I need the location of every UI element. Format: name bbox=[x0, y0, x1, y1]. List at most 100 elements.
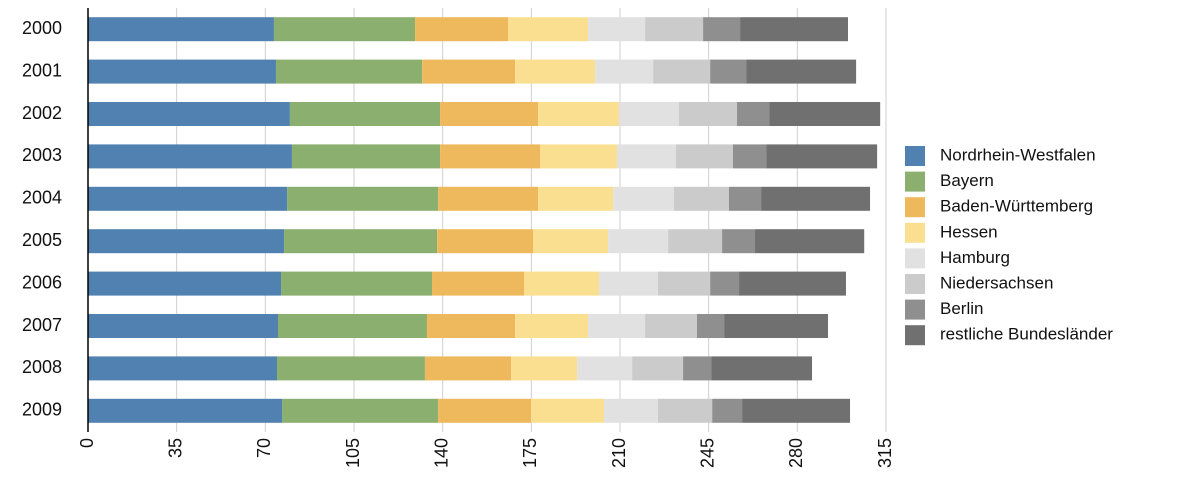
x-tick-label: 140 bbox=[431, 438, 451, 468]
legend: Nordrhein-Westfalen Bayern Baden-Württembe… bbox=[905, 145, 1113, 346]
legend-label: Bayern bbox=[940, 171, 994, 190]
bar-segment bbox=[658, 398, 713, 423]
bar-segment bbox=[437, 229, 534, 254]
legend-swatch bbox=[905, 197, 925, 218]
bar-segment bbox=[668, 229, 723, 254]
bar-segment bbox=[440, 102, 539, 126]
bar-segment bbox=[645, 17, 704, 42]
x-tick-label: 280 bbox=[786, 438, 806, 468]
y-tick-label: 2002 bbox=[22, 103, 62, 123]
bar-segment bbox=[740, 17, 848, 42]
bar-segment bbox=[523, 271, 599, 296]
bar-segment bbox=[284, 229, 438, 254]
y-tick-label: 2005 bbox=[22, 230, 62, 250]
bar-segment bbox=[675, 144, 733, 169]
bar-segment bbox=[722, 229, 756, 254]
bar-segment bbox=[515, 59, 596, 84]
legend-label: restliche Bundesländer bbox=[940, 325, 1113, 344]
bar-segment bbox=[595, 59, 654, 84]
bar-segment bbox=[281, 271, 433, 296]
x-tick-label: 245 bbox=[697, 438, 717, 468]
legend-swatch bbox=[905, 146, 925, 166]
bar-segment bbox=[711, 356, 813, 381]
bar-segment bbox=[755, 229, 865, 254]
bar-segment bbox=[273, 17, 416, 42]
bar-segment bbox=[683, 356, 712, 381]
y-tick-label: 2008 bbox=[22, 357, 62, 377]
bar-segment bbox=[703, 17, 741, 42]
bar-segment bbox=[422, 59, 516, 84]
bar-segment bbox=[88, 356, 277, 381]
bar-segment bbox=[710, 271, 740, 296]
legend-swatch bbox=[905, 299, 925, 320]
legend-label: Baden-Württemberg bbox=[940, 197, 1093, 216]
bar-segment bbox=[577, 356, 633, 381]
bar-segment bbox=[424, 356, 512, 381]
bar-segment bbox=[732, 144, 767, 169]
bar-segment bbox=[653, 59, 711, 84]
legend-swatch bbox=[905, 325, 925, 346]
legend-swatch bbox=[905, 248, 925, 269]
bar-segment bbox=[440, 144, 541, 169]
x-tick-label: 35 bbox=[165, 438, 185, 458]
bar-segment bbox=[282, 398, 439, 423]
bar-segment bbox=[728, 186, 762, 211]
bar-segment bbox=[712, 398, 743, 423]
bar-segment bbox=[278, 314, 427, 338]
legend-label: Hamburg bbox=[940, 248, 1010, 267]
bar-segment bbox=[724, 314, 828, 338]
legend-label: Niedersachsen bbox=[940, 273, 1053, 292]
bar-segment bbox=[538, 102, 619, 126]
x-tick-label: 0 bbox=[77, 438, 97, 448]
x-tick-label: 315 bbox=[875, 438, 895, 468]
bar-segment bbox=[291, 144, 441, 169]
bar-segment bbox=[88, 144, 292, 169]
bar-segment bbox=[673, 186, 729, 211]
bar-segment bbox=[766, 144, 878, 169]
bar-segment bbox=[598, 271, 658, 296]
legend-swatch bbox=[905, 171, 925, 192]
x-tick-label: 70 bbox=[254, 438, 274, 458]
legend-label: Nordrhein-Westfalen bbox=[940, 145, 1096, 164]
bar-segment bbox=[540, 144, 617, 169]
bar-segment bbox=[508, 17, 589, 42]
bar-segment bbox=[88, 229, 285, 254]
bar-segment bbox=[88, 314, 278, 338]
bar-segment bbox=[538, 186, 614, 211]
bar-segment bbox=[742, 398, 851, 423]
x-tick-label: 105 bbox=[343, 438, 363, 468]
bar-segment bbox=[432, 271, 524, 296]
bar-segment bbox=[616, 144, 676, 169]
bar-segment bbox=[415, 17, 509, 42]
legend-swatch bbox=[905, 222, 925, 243]
y-tick-label: 2001 bbox=[22, 60, 62, 80]
bar-segment bbox=[632, 356, 684, 381]
bar-segment bbox=[88, 59, 276, 84]
bar-segment bbox=[761, 186, 871, 211]
y-tick-label: 2003 bbox=[22, 145, 62, 165]
bar-segment bbox=[88, 398, 283, 423]
bar-segment bbox=[287, 186, 439, 211]
bar-segment bbox=[426, 314, 516, 338]
bar-segment bbox=[746, 59, 857, 84]
bar-segment bbox=[737, 102, 770, 126]
bar-segment bbox=[88, 102, 290, 126]
bar-segment bbox=[275, 59, 423, 84]
legend-label: Hessen bbox=[940, 222, 998, 241]
legend-swatch bbox=[905, 274, 925, 294]
bar-segment bbox=[88, 271, 282, 296]
bar-segment bbox=[276, 356, 425, 381]
y-tick-label: 2007 bbox=[22, 315, 62, 335]
bar-segment bbox=[604, 398, 658, 423]
bar-segment bbox=[515, 314, 589, 338]
legend-label: Berlin bbox=[940, 299, 983, 318]
bar-segment bbox=[697, 314, 725, 338]
bar-segment bbox=[531, 398, 605, 423]
bar-segment bbox=[511, 356, 578, 381]
bar-segment bbox=[289, 102, 441, 126]
bar-segment bbox=[438, 398, 532, 423]
bar-segment bbox=[658, 271, 711, 296]
bar-segment bbox=[88, 186, 288, 211]
